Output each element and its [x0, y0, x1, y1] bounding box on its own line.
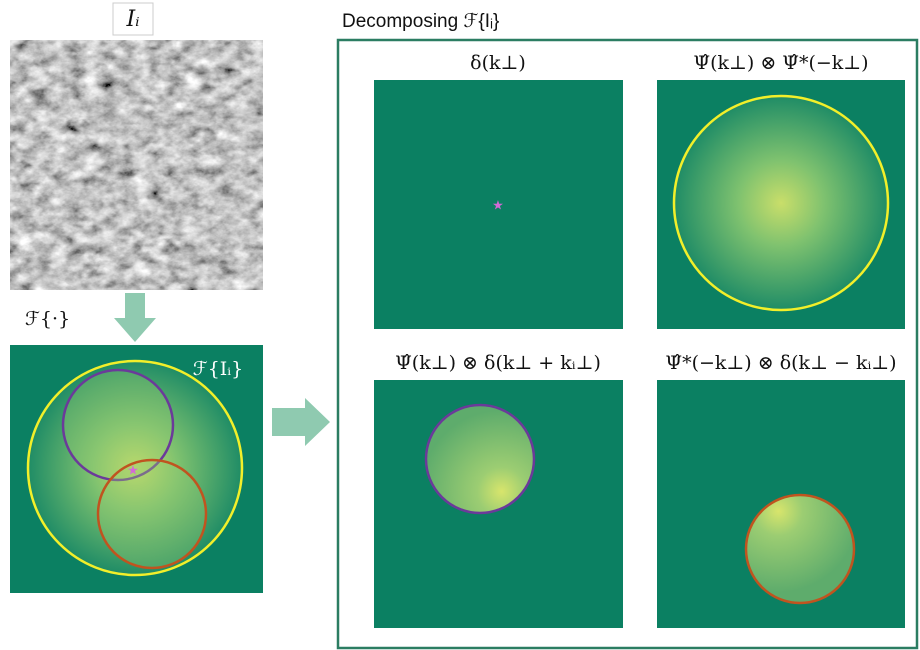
orange-circle — [746, 495, 854, 603]
spectrum-star: ★ — [127, 464, 139, 479]
input-label: Iᵢ — [125, 7, 139, 32]
decomposition-title: Decomposing ℱ{Iᵢ} — [342, 11, 499, 32]
spectrum-orange-circle — [98, 460, 206, 568]
panel-label: Ψ̂(k⊥) ⊗ Ψ̂*(−k⊥) — [693, 52, 868, 74]
down-arrow — [114, 293, 156, 342]
panel-label: Ψ̂*(−k⊥) ⊗ δ(k⊥ − kᵢ⊥) — [665, 352, 896, 374]
figure: Iᵢ ℱ{·} ★ ℱ{Iᵢ} Decomposing ℱ{Iᵢ} δ(k⊥) … — [0, 0, 920, 650]
panel-label: Ψ̂(k⊥) ⊗ δ(k⊥ + kᵢ⊥) — [395, 352, 601, 374]
autocorrelation-circle — [674, 96, 888, 310]
purple-circle — [426, 405, 534, 513]
transform-label: ℱ{·} — [25, 308, 70, 330]
spectrum-label: ℱ{Iᵢ} — [193, 358, 243, 380]
panel-label: δ(k⊥) — [470, 52, 526, 74]
right-arrow — [272, 398, 330, 446]
delta-star: ★ — [492, 199, 504, 214]
input-image — [10, 40, 263, 290]
